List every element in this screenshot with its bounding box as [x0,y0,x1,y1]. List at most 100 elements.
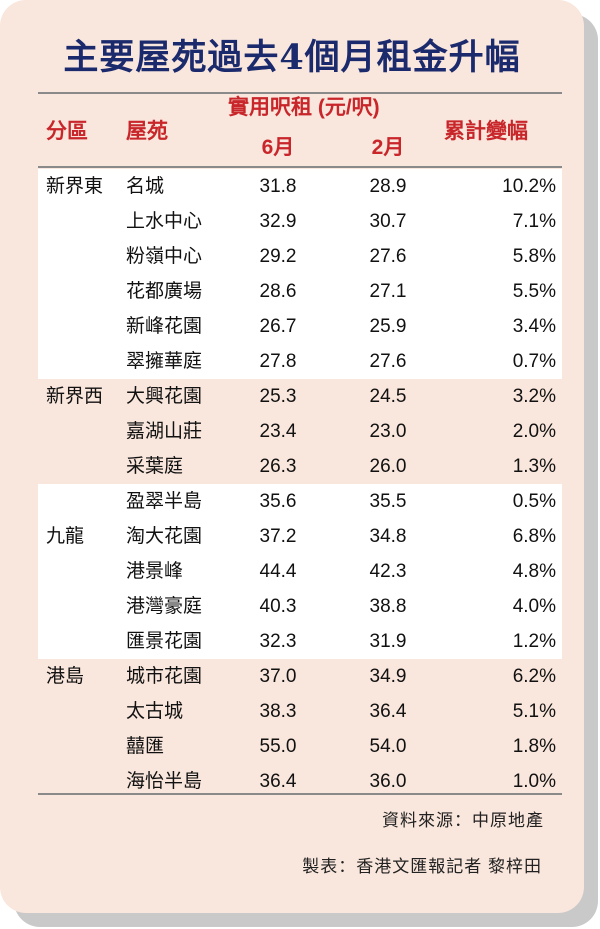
june-rent-cell: 25.3 [259,386,297,407]
feb-rent-cell: 36.4 [369,701,407,722]
change-cell: 4.8% [512,561,556,582]
change-cell: 0.7% [512,351,556,372]
feb-rent-cell: 25.9 [369,316,407,337]
header-rent-group: 實用呎租 (元/呎) [228,96,380,119]
estate-cell: 囍匯 [126,736,165,757]
change-cell: 1.3% [512,456,556,477]
table-row: 海怡半島 36.4 36.0 1.0% [38,764,562,799]
feb-rent-cell: 34.8 [369,526,407,547]
estate-cell: 淘大花園 [126,526,203,547]
estate-cell: 上水中心 [126,211,203,232]
change-cell: 1.0% [512,771,556,792]
change-cell: 4.0% [512,596,556,617]
estate-cell: 城市花園 [126,666,203,687]
table-row: 城市花園 37.0 34.9 6.2% [38,659,562,694]
estate-cell: 大興花園 [126,386,203,407]
table-row: 太古城 38.3 36.4 5.1% [38,694,562,729]
feb-rent-cell: 27.1 [369,281,407,302]
estate-cell: 采葉庭 [126,456,184,477]
estate-cell: 港灣豪庭 [126,596,203,617]
header-change: 累計變幅 [444,120,528,143]
feb-rent-cell: 54.0 [369,736,407,757]
feb-rent-cell: 23.0 [369,421,407,442]
title-rule [38,92,562,94]
table-row: 淘大花園 37.2 34.8 6.8% [38,519,562,554]
feb-rent-cell: 30.7 [369,211,407,232]
region-label: 新界西 [46,386,104,407]
header-district: 分區 [46,120,88,143]
region-label: 港島 [46,666,85,687]
table-row: 港灣豪庭 40.3 38.8 4.0% [38,589,562,624]
change-cell: 2.0% [512,421,556,442]
feb-rent-cell: 24.5 [369,386,407,407]
change-cell: 3.4% [512,316,556,337]
june-rent-cell: 44.4 [259,561,297,582]
table-row: 盈翠半島 35.6 35.5 0.5% [38,484,562,519]
page-title: 主要屋苑過去4個月租金升幅 [63,37,521,78]
change-cell: 3.2% [512,386,556,407]
estate-cell: 翠擁華庭 [126,351,203,372]
feb-rent-cell: 27.6 [369,246,407,267]
june-rent-cell: 40.3 [259,596,297,617]
june-rent-cell: 32.3 [259,631,297,652]
table-row: 粉嶺中心 29.2 27.6 5.8% [38,239,562,274]
table-row: 新峰花園 26.7 25.9 3.4% [38,309,562,344]
june-rent-cell: 35.6 [259,491,297,512]
feb-rent-cell: 36.0 [369,771,407,792]
header-rule [38,166,562,168]
feb-rent-cell: 31.9 [369,631,407,652]
table-row: 采葉庭 26.3 26.0 1.3% [38,449,562,484]
estate-cell: 海怡半島 [126,771,203,792]
change-cell: 7.1% [512,211,556,232]
change-cell: 6.8% [512,526,556,547]
estate-cell: 匯景花園 [126,631,203,652]
table-row: 翠擁華庭 27.8 27.6 0.7% [38,344,562,379]
change-cell: 6.2% [512,666,556,687]
june-rent-cell: 26.3 [259,456,297,477]
feb-rent-cell: 34.9 [369,666,407,687]
table-row: 港景峰 44.4 42.3 4.8% [38,554,562,589]
header-june: 6月 [261,136,295,159]
estate-cell: 花都廣場 [126,281,203,302]
feb-rent-cell: 26.0 [369,456,407,477]
june-rent-cell: 23.4 [259,421,297,442]
table-row: 匯景花園 32.3 31.9 1.2% [38,624,562,659]
table-row: 花都廣場 28.6 27.1 5.5% [38,274,562,309]
feb-rent-cell: 35.5 [369,491,407,512]
region-label: 新界東 [46,176,104,197]
june-rent-cell: 32.9 [259,211,297,232]
june-rent-cell: 38.3 [259,701,297,722]
june-rent-cell: 36.4 [259,771,297,792]
bottom-rule [38,793,562,795]
table-row: 名城 31.8 28.9 10.2% [38,169,562,204]
june-rent-cell: 27.8 [259,351,297,372]
credit-note: 製表：香港文匯報記者 黎梓田 [302,857,542,876]
region-label: 九龍 [46,526,85,547]
table-row: 上水中心 32.9 30.7 7.1% [38,204,562,239]
feb-rent-cell: 27.6 [369,351,407,372]
june-rent-cell: 55.0 [259,736,297,757]
source-note: 資料來源：中原地產 [382,811,544,830]
header-estate: 屋苑 [126,120,168,143]
june-rent-cell: 28.6 [259,281,297,302]
feb-rent-cell: 38.8 [369,596,407,617]
table-row: 嘉湖山莊 23.4 23.0 2.0% [38,414,562,449]
estate-cell: 港景峰 [126,561,184,582]
region-band [38,169,562,379]
header-feb: 2月 [371,136,405,159]
june-rent-cell: 37.0 [259,666,297,687]
change-cell: 1.2% [512,631,556,652]
june-rent-cell: 26.7 [259,316,297,337]
feb-rent-cell: 42.3 [369,561,407,582]
estate-cell: 粉嶺中心 [126,246,203,267]
june-rent-cell: 29.2 [259,246,297,267]
table-row: 大興花園 25.3 24.5 3.2% [38,379,562,414]
june-rent-cell: 31.8 [259,176,297,197]
change-cell: 1.8% [512,736,556,757]
june-rent-cell: 37.2 [259,526,297,547]
change-cell: 0.5% [512,491,556,512]
change-cell: 5.8% [512,246,556,267]
table-card: 主要屋苑過去4個月租金升幅 分區 屋苑 實用呎租 (元/呎) 6月 2月 累計變… [0,0,584,913]
estate-cell: 新峰花園 [126,316,203,337]
change-cell: 10.2% [502,176,556,197]
